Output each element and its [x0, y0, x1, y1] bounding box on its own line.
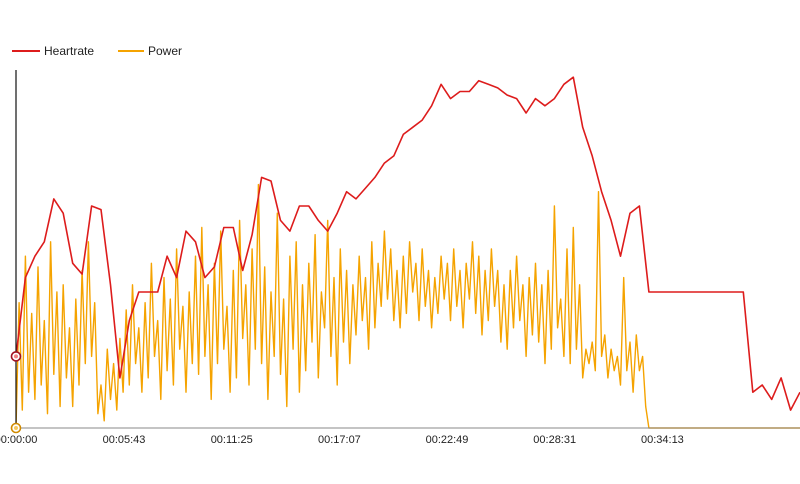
cursor-marker-heartrate-core	[14, 354, 18, 359]
x-tick-label: 00:11:25	[211, 434, 253, 446]
x-tick-label: 00:05:43	[103, 434, 146, 446]
series-line-heartrate[interactable]	[15, 76, 800, 411]
series-line-power[interactable]	[15, 183, 800, 429]
plot-area	[15, 76, 800, 429]
x-tick-label: 00:00:00	[0, 434, 37, 446]
legend-label-heartrate: Heartrate	[44, 44, 94, 58]
x-tick-label: 00:34:13	[641, 434, 684, 446]
legend-label-power: Power	[148, 44, 182, 58]
x-axis-ticks: 00:00:00 00:05:43 00:11:25 00:17:07 00:22:49…	[0, 434, 684, 446]
x-tick-label: 00:22:49	[426, 434, 469, 446]
x-tick-label: 00:28:31	[533, 434, 576, 446]
cursor-marker-power-core	[14, 426, 18, 430]
x-tick-label: 00:17:07	[318, 434, 361, 446]
legend: Heartrate Power	[12, 44, 182, 58]
